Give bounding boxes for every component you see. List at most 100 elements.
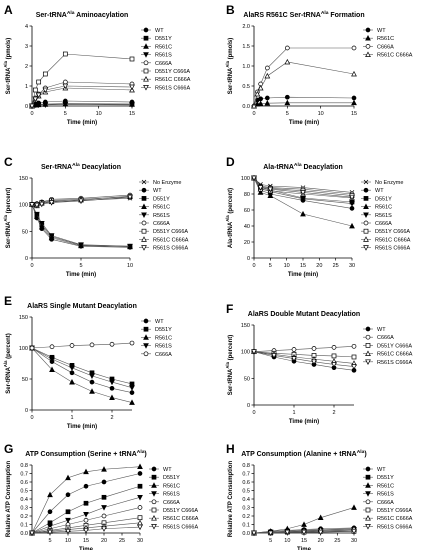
legend-label: R561S C666A — [155, 85, 190, 91]
y-tick-label: 0 — [25, 104, 28, 110]
y-axis-label-sup: Ala — [225, 215, 230, 222]
legend-item: R561C — [141, 334, 172, 341]
y-tick-label: 0.2 — [242, 514, 250, 520]
x-tick-label: 10 — [127, 263, 133, 269]
legend-marker — [151, 466, 157, 472]
y-axis-label: Ser-tRNAAla (pmols) — [225, 38, 234, 95]
legend-label: R561S — [375, 213, 392, 219]
data-point — [29, 202, 35, 208]
data-point — [101, 466, 107, 472]
x-axis-label: Time — [79, 547, 94, 550]
data-point — [284, 529, 291, 536]
chart-title-main: Ser-tRNA — [36, 12, 67, 19]
y-tick-label: 0.6 — [242, 480, 250, 486]
y-axis-label-main: Ser-tRNA — [228, 67, 234, 94]
data-point — [83, 528, 89, 534]
chart-title-main: AlaRS Double Mutant Deacylation — [248, 311, 360, 318]
y-axis-label-main: Relative ATP Consumption — [6, 461, 12, 538]
legend-marker — [151, 507, 157, 513]
data-point — [257, 185, 264, 191]
legend-label: R561S — [377, 492, 394, 498]
legend-marker — [141, 228, 147, 234]
legend-marker — [151, 482, 157, 488]
legend-label: D551Y C666A — [163, 508, 198, 514]
legend-label: C666A — [155, 61, 172, 67]
data-point — [89, 388, 95, 394]
data-point — [47, 509, 53, 515]
data-point — [127, 243, 133, 250]
x-tick-label: 2 — [110, 415, 113, 421]
y-tick-label: 1.0 — [242, 64, 250, 70]
legend-marker — [151, 524, 157, 530]
x-tick-label: 20 — [318, 538, 324, 544]
data-point — [317, 529, 324, 536]
legend-item: D551Y — [141, 35, 172, 42]
legend-label: D551Y — [155, 36, 172, 42]
series-r561s — [29, 202, 133, 250]
legend-marker — [363, 236, 369, 242]
y-tick-label: 50 — [22, 377, 28, 383]
legend-label: R561C C666A — [377, 516, 413, 522]
data-point — [129, 340, 135, 346]
legend-label: R561S C666A — [163, 524, 198, 530]
series-c666a — [251, 343, 357, 355]
legend-item: C666A — [141, 60, 172, 67]
data-point — [32, 87, 38, 93]
legend-item: C666A — [141, 351, 172, 358]
legend-label: C666A — [155, 352, 172, 358]
legend-item: C666A — [149, 499, 180, 506]
data-point — [291, 347, 297, 352]
series-c666a — [29, 340, 135, 351]
data-point — [300, 190, 306, 196]
data-point — [254, 90, 261, 97]
data-point — [129, 390, 135, 395]
data-point — [62, 51, 68, 57]
y-tick-label: 20 — [244, 240, 250, 246]
legend-item: R561C — [141, 43, 172, 50]
data-point — [351, 364, 357, 370]
y-tick-label: 0.7 — [20, 472, 28, 478]
legend-label: R561S C666A — [153, 246, 188, 252]
legend-item: R561C — [149, 482, 180, 489]
legend-marker — [141, 245, 147, 251]
data-point — [331, 345, 337, 350]
series-line — [31, 466, 141, 534]
legend-marker — [365, 44, 371, 49]
chart-title-main: ATP Consumption (Alanine + tRNA — [241, 451, 356, 458]
x-axis-label: Time (min) — [289, 419, 319, 425]
y-tick-label: 100 — [241, 350, 250, 356]
data-point — [251, 530, 257, 537]
legend-item: D551Y — [149, 474, 180, 481]
y-axis-label: Ser-tRNAAla (percent) — [3, 188, 12, 249]
data-point — [38, 201, 45, 208]
legend-item: R561S C666A — [139, 245, 188, 252]
chart-title-main: AlaRS R561C Ser-tRNA — [243, 12, 320, 19]
data-point — [301, 521, 307, 527]
legend-label: C666A — [377, 335, 394, 341]
series-r561s — [29, 102, 135, 110]
legend-marker — [365, 482, 371, 488]
x-axis-label: Time (min) — [67, 120, 97, 126]
chart-title: AlaRS Single Mutant Deacylation — [27, 303, 137, 310]
series-line — [253, 351, 355, 367]
y-tick-label: 0.5 — [20, 489, 28, 495]
panel-f: F AlaRS Double Mutant Deacylation 0 50 100 15… — [225, 302, 413, 425]
series-line — [253, 351, 355, 371]
legend-item: C666A — [363, 334, 394, 341]
chart-title-tail: Formation — [328, 12, 364, 19]
data-point — [62, 83, 69, 90]
data-point — [331, 353, 337, 359]
legend-item: WT — [363, 326, 386, 333]
legend-label: WT — [163, 467, 172, 473]
x-tick-label: 0 — [252, 111, 255, 117]
legend-marker — [365, 466, 371, 472]
data-point — [129, 399, 135, 405]
legend-marker — [141, 212, 147, 218]
panel-letter: B — [226, 3, 235, 17]
legend-marker — [363, 187, 369, 193]
y-tick-label: 100 — [241, 176, 250, 182]
legend-marker — [143, 60, 149, 66]
data-point — [101, 526, 107, 532]
y-tick-label: 0.5 — [242, 489, 250, 495]
legend-item: WT — [141, 318, 164, 325]
